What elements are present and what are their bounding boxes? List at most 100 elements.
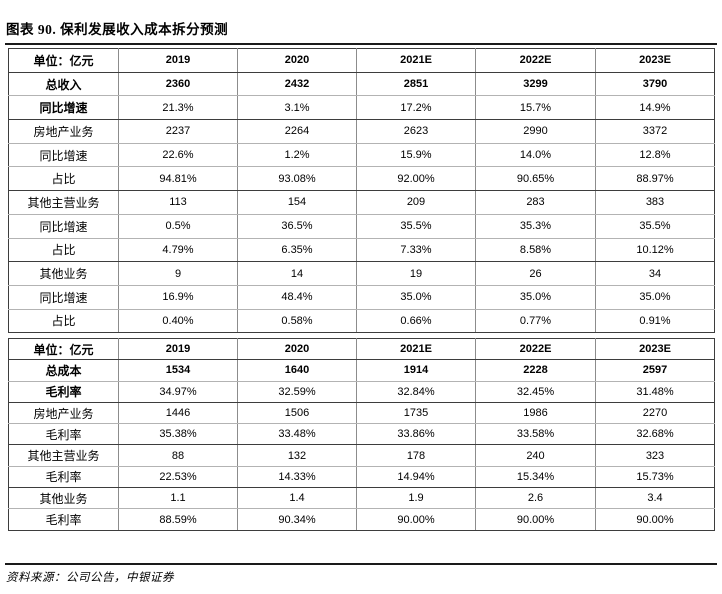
- value-cell: 1.2%: [237, 143, 357, 168]
- value-cell: 383: [595, 190, 715, 215]
- value-cell: 88.97%: [595, 166, 715, 192]
- value-cell: 34.97%: [118, 381, 238, 403]
- row-label: 其他业务: [8, 487, 119, 510]
- value-cell: 8.58%: [475, 238, 596, 263]
- revenue-table-body: 总收入 2360 2432 2851 3299 3790 同比增速 21.3% 3.1% 17.2…: [8, 72, 715, 334]
- value-cell: 93.08%: [237, 166, 357, 192]
- value-cell: 132: [237, 444, 357, 467]
- value-cell: 2597: [595, 359, 715, 382]
- table-row: 同比增速 21.3% 3.1% 17.2% 15.7% 14.9%: [8, 95, 715, 121]
- value-cell: 2237: [118, 119, 238, 144]
- value-cell: 6.35%: [237, 238, 357, 263]
- value-cell: 154: [237, 190, 357, 215]
- row-label: 毛利率: [8, 508, 119, 531]
- value-cell: 7.33%: [356, 238, 476, 263]
- row-label: 毛利率: [8, 423, 119, 446]
- value-cell: 32.45%: [475, 381, 596, 403]
- value-cell: 32.68%: [595, 423, 715, 446]
- value-cell: 0.66%: [356, 309, 476, 334]
- table-row: 占比 0.40% 0.58% 0.66% 0.77% 0.91%: [8, 309, 715, 334]
- value-cell: 4.79%: [118, 238, 238, 263]
- value-cell: 3299: [475, 72, 596, 97]
- row-label: 房地产业务: [8, 119, 119, 144]
- value-cell: 31.48%: [595, 381, 715, 403]
- header-row: 单位：亿元 2019 2020 2021E 2022E 2023E: [8, 48, 715, 73]
- revenue-breakdown-table: 单位：亿元 2019 2020 2021E 2022E 2023E 总收入 2360 2432…: [8, 48, 715, 334]
- table-row: 毛利率 35.38% 33.48% 33.86% 33.58% 32.68%: [8, 423, 715, 446]
- value-cell: 2.6: [475, 487, 596, 510]
- year-header-cell: 2023E: [595, 48, 715, 73]
- value-cell: 15.73%: [595, 466, 715, 489]
- table-row: 其他业务 1.1 1.4 1.9 2.6 3.4: [8, 487, 715, 510]
- table-row: 其他主营业务 113 154 209 283 383: [8, 190, 715, 215]
- table-row: 房地产业务 1446 1506 1735 1986 2270: [8, 402, 715, 425]
- value-cell: 14.33%: [237, 466, 357, 489]
- value-cell: 3372: [595, 119, 715, 144]
- value-cell: 0.77%: [475, 309, 596, 334]
- value-cell: 48.4%: [237, 285, 357, 310]
- value-cell: 0.5%: [118, 214, 238, 239]
- row-label: 占比: [8, 166, 119, 192]
- value-cell: 15.7%: [475, 95, 596, 121]
- value-cell: 113: [118, 190, 238, 215]
- value-cell: 35.0%: [475, 285, 596, 310]
- value-cell: 0.91%: [595, 309, 715, 334]
- value-cell: 2990: [475, 119, 596, 144]
- year-header-cell: 2021E: [356, 338, 476, 361]
- table-row: 毛利率 88.59% 90.34% 90.00% 90.00% 90.00%: [8, 508, 715, 531]
- source-note: 资料来源：公司公告，中银证券: [6, 572, 174, 584]
- value-cell: 1986: [475, 402, 596, 425]
- value-cell: 22.53%: [118, 466, 238, 489]
- table-row: 毛利率 22.53% 14.33% 14.94% 15.34% 15.73%: [8, 466, 715, 489]
- value-cell: 3.4: [595, 487, 715, 510]
- table-row: 同比增速 16.9% 48.4% 35.0% 35.0% 35.0%: [8, 285, 715, 310]
- year-header-cell: 2022E: [475, 48, 596, 73]
- table-row: 其他业务 9 14 19 26 34: [8, 261, 715, 286]
- value-cell: 14.9%: [595, 95, 715, 121]
- value-cell: 26: [475, 261, 596, 286]
- table-row: 毛利率 34.97% 32.59% 32.84% 32.45% 31.48%: [8, 381, 715, 403]
- table-row: 总收入 2360 2432 2851 3299 3790: [8, 72, 715, 97]
- value-cell: 92.00%: [356, 166, 476, 192]
- value-cell: 90.00%: [356, 508, 476, 531]
- row-label: 同比增速: [8, 143, 119, 168]
- value-cell: 88: [118, 444, 238, 467]
- value-cell: 17.2%: [356, 95, 476, 121]
- value-cell: 2851: [356, 72, 476, 97]
- value-cell: 178: [356, 444, 476, 467]
- table-row: 总成本 1534 1640 1914 2228 2597: [8, 359, 715, 382]
- row-label: 占比: [8, 238, 119, 263]
- value-cell: 14.0%: [475, 143, 596, 168]
- year-header-cell: 2022E: [475, 338, 596, 361]
- row-label: 毛利率: [8, 466, 119, 489]
- value-cell: 2270: [595, 402, 715, 425]
- value-cell: 14.94%: [356, 466, 476, 489]
- row-label: 其他业务: [8, 261, 119, 286]
- value-cell: 15.34%: [475, 466, 596, 489]
- row-label: 房地产业务: [8, 402, 119, 425]
- value-cell: 35.5%: [595, 214, 715, 239]
- value-cell: 33.58%: [475, 423, 596, 446]
- row-label: 同比增速: [8, 285, 119, 310]
- row-label: 其他主营业务: [8, 444, 119, 467]
- table-row: 同比增速 0.5% 36.5% 35.5% 35.3% 35.5%: [8, 214, 715, 239]
- header-row: 单位：亿元 2019 2020 2021E 2022E 2023E: [8, 338, 715, 361]
- row-label: 同比增速: [8, 95, 119, 121]
- value-cell: 323: [595, 444, 715, 467]
- value-cell: 2264: [237, 119, 357, 144]
- table-row: 占比 94.81% 93.08% 92.00% 90.65% 88.97%: [8, 166, 715, 192]
- value-cell: 0.40%: [118, 309, 238, 334]
- cost-table-body: 总成本 1534 1640 1914 2228 2597 毛利率 34.97% 32.59% 32…: [8, 359, 715, 531]
- row-label: 占比: [8, 309, 119, 334]
- year-header-cell: 2020: [237, 48, 357, 73]
- value-cell: 88.59%: [118, 508, 238, 531]
- value-cell: 2360: [118, 72, 238, 97]
- value-cell: 3790: [595, 72, 715, 97]
- value-cell: 1446: [118, 402, 238, 425]
- value-cell: 1735: [356, 402, 476, 425]
- value-cell: 2623: [356, 119, 476, 144]
- value-cell: 19: [356, 261, 476, 286]
- value-cell: 1534: [118, 359, 238, 382]
- value-cell: 16.9%: [118, 285, 238, 310]
- value-cell: 33.86%: [356, 423, 476, 446]
